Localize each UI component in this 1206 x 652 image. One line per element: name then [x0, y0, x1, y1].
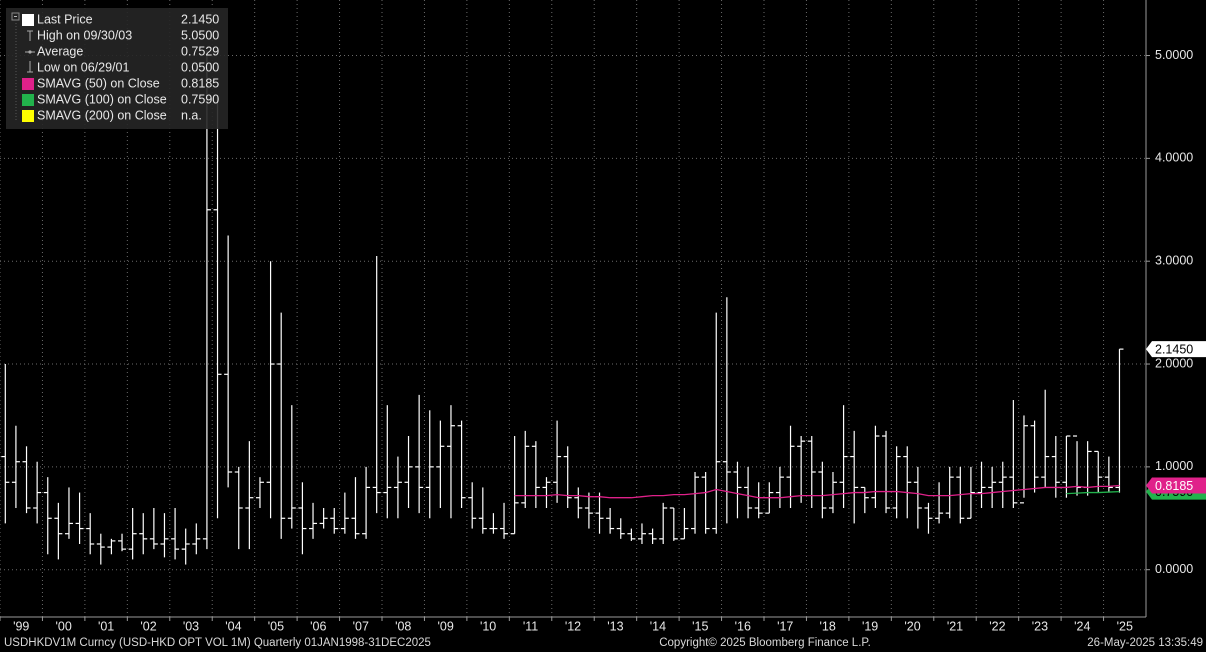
x-tick-label: '24	[1074, 619, 1090, 633]
x-tick-label: '13	[607, 619, 623, 633]
legend-label: SMAVG (200) on Close	[37, 108, 167, 122]
legend-label: SMAVG (100) on Close	[37, 92, 167, 106]
legend-value: 0.7529	[181, 44, 219, 58]
footer-left: USDHKDV1M Curncy (USD-HKD OPT VOL 1M) Qu…	[4, 637, 431, 649]
y-tick-label: 0.0000	[1155, 562, 1193, 576]
x-tick-label: '08	[395, 619, 411, 633]
legend-label: Low on 06/29/01	[37, 60, 129, 74]
footer-copyright: Copyright© 2025 Bloomberg Finance L.P.	[659, 637, 871, 649]
x-tick-label: '11	[523, 619, 538, 633]
legend-value: 2.1450	[181, 12, 219, 26]
x-tick-label: '16	[735, 619, 751, 633]
plot-area	[0, 0, 1146, 617]
x-tick-label: '02	[140, 619, 156, 633]
x-tick-label: '04	[225, 619, 241, 633]
x-tick-label: '00	[56, 619, 72, 633]
legend-label: Average	[37, 44, 83, 58]
x-tick-label: '14	[650, 619, 666, 633]
legend-swatch	[22, 78, 34, 90]
x-tick-label: '25	[1117, 619, 1133, 633]
legend-label: Last Price	[37, 12, 93, 26]
legend-swatch	[22, 110, 34, 122]
y-tick-label: 4.0000	[1155, 151, 1193, 165]
price-tag	[1146, 477, 1206, 494]
price-tag	[1146, 341, 1206, 358]
x-tick-label: '12	[565, 619, 581, 633]
footer-timestamp: 26-May-2025 13:35:49	[1087, 637, 1203, 649]
y-tick-label: 5.0000	[1155, 48, 1193, 62]
legend-label: SMAVG (50) on Close	[37, 76, 160, 90]
legend-label: High on 09/30/03	[37, 28, 132, 42]
x-tick-label: '01	[98, 619, 114, 633]
legend-rows: Last Price 2.1450 High on 09/30/03 5.0500 Av…	[22, 12, 219, 122]
x-tick-label: '09	[438, 619, 454, 633]
x-tick-label: '17	[777, 619, 793, 633]
legend-swatch	[22, 94, 34, 106]
x-tick-label: '10	[480, 619, 496, 633]
x-tick-label: '23	[1032, 619, 1048, 633]
moving-average-line	[1066, 491, 1120, 495]
price-tag-label: 2.1450	[1155, 342, 1193, 356]
legend-value: 0.8185	[181, 76, 219, 90]
x-tick-label: '99	[13, 619, 29, 633]
x-tick-label: '22	[989, 619, 1005, 633]
x-tick-label: '19	[862, 619, 878, 633]
legend-value: 0.7590	[181, 92, 219, 106]
x-tick-label: '06	[310, 619, 326, 633]
legend-box	[6, 8, 228, 129]
x-tick-label: '05	[268, 619, 284, 633]
legend-value: 5.0500	[181, 28, 219, 42]
legend-value: 0.0500	[181, 60, 219, 74]
price-tag-label: 0.8185	[1155, 479, 1193, 493]
legend-average-icon	[28, 50, 32, 54]
legend: Last Price 2.1450 High on 09/30/03 5.0500 Av…	[6, 8, 228, 129]
legend-value: n.a.	[181, 108, 202, 122]
y-tick-label: 2.0000	[1155, 356, 1193, 370]
y-tick-label: 1.0000	[1155, 459, 1193, 473]
y-tick-label: 3.0000	[1155, 253, 1193, 267]
legend-swatch	[22, 14, 34, 26]
x-tick-label: '20	[904, 619, 920, 633]
x-tick-label: '18	[820, 619, 836, 633]
x-tick-label: '15	[692, 619, 708, 633]
x-tick-label: '03	[183, 619, 199, 633]
x-tick-label: '07	[353, 619, 369, 633]
x-tick-label: '21	[947, 619, 963, 633]
moving-average-line	[514, 484, 1120, 499]
